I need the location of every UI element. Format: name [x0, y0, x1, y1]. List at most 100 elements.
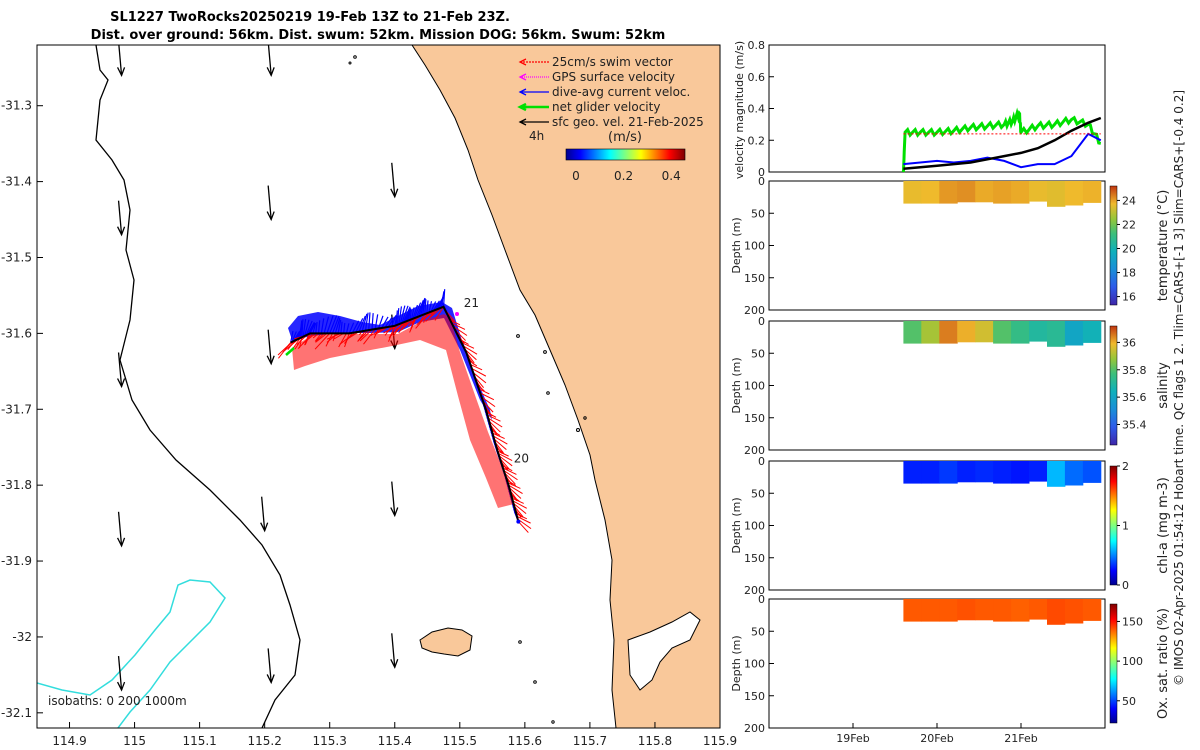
depth-tick-label: 200 — [744, 444, 765, 457]
swim-vector — [488, 420, 501, 433]
section-cell — [957, 599, 976, 621]
velocity-y-tick-label: 0.8 — [748, 39, 766, 52]
depth-tick-label: 0 — [758, 593, 765, 606]
colorbar-tick-label: 1 — [1122, 520, 1129, 533]
colorbar-tick-label: 150 — [1122, 615, 1143, 628]
depth-ylabel: Depth (m) — [730, 497, 743, 553]
day-labels: 21 20 — [464, 296, 529, 466]
velocity-panel: 0 0.2 0.4 0.6 0.8 velocity magnitude (m/s) — [733, 39, 1106, 179]
colorbar-tick-label: 50 — [1122, 695, 1136, 708]
section-cell — [1047, 181, 1066, 207]
swim-vector — [480, 392, 495, 401]
geo-velocity-arrow — [116, 352, 126, 389]
swim-vector — [462, 345, 478, 355]
map-y-tick-label: -31.9 — [1, 554, 32, 568]
section-cell — [957, 321, 976, 343]
time-tick-label: 21Feb — [1004, 732, 1037, 745]
depth-tick-label: 50 — [751, 207, 765, 220]
swim-vector — [513, 502, 527, 515]
section-cell — [975, 461, 994, 483]
depth-tick-label: 50 — [751, 347, 765, 360]
swim-vector — [487, 414, 501, 422]
map-x-tick-label: 115.6 — [508, 734, 542, 748]
geo-velocity-arrow — [390, 633, 399, 669]
section-cell — [921, 181, 940, 204]
legend-item: net glider velocity — [517, 100, 660, 114]
section-cell — [1082, 461, 1102, 483]
swim-vector — [498, 455, 513, 467]
swim-vector — [508, 484, 523, 494]
depth-tick-label: 200 — [744, 722, 765, 735]
section-cell — [1064, 599, 1084, 624]
section-cell — [1011, 461, 1030, 484]
section-cell — [1082, 181, 1102, 203]
swim-vector — [498, 453, 513, 462]
swim-vector — [488, 417, 503, 428]
swim-vector — [398, 320, 408, 334]
colorbar-tick-label: 36 — [1122, 336, 1136, 349]
section-cell — [1047, 321, 1066, 347]
section-cell — [1082, 599, 1102, 621]
map-x-axis: 114.9 115 115.1 115.2 115.3 115.4 115.5 115.6 11… — [52, 722, 737, 748]
depth-tick-label: 0 — [758, 315, 765, 328]
map-y-tick-label: -31.6 — [1, 326, 32, 340]
geo-velocity-arrow — [390, 162, 399, 199]
land-area — [411, 45, 720, 728]
map-y-tick-label: -31.3 — [1, 99, 32, 113]
colorbar-tick-label: 35.4 — [1122, 418, 1147, 431]
swim-band — [292, 314, 514, 508]
colorbar-label: Ox. sat. ratio (%) — [1156, 608, 1171, 719]
section-panel-3: 0 50 100 150 200 Depth (m) 50 100 150 Ox. sat. ra… — [730, 593, 1171, 735]
depth-tick-label: 100 — [744, 240, 765, 253]
colorbar-tick-label: 0 — [1122, 579, 1129, 592]
velocity-y-tick-label: 0.6 — [748, 71, 766, 84]
colorbar-tick-label: 22 — [1122, 218, 1136, 231]
swim-vector — [481, 396, 496, 408]
swim-vector — [517, 521, 529, 533]
colorbar-tick-label: 35.8 — [1122, 364, 1147, 377]
section-cell — [975, 599, 994, 621]
map-x-tick-label: 115.4 — [378, 734, 412, 748]
legend-item: GPS surface velocity — [518, 70, 675, 84]
depth-tick-label: 100 — [744, 380, 765, 393]
section-cell — [903, 181, 922, 204]
map-x-tick-label: 115.9 — [703, 734, 737, 748]
geo-velocity-arrow — [116, 511, 126, 548]
legend-item: sfc geo. vel. 21-Feb-2025 — [518, 115, 704, 129]
legend-arrowhead — [518, 118, 527, 126]
depth-tick-label: 0 — [758, 175, 765, 188]
geo-vectors — [116, 45, 399, 692]
legend-arrowhead — [517, 102, 527, 112]
map-y-tick-label: -31.7 — [1, 402, 32, 416]
colorbar-label: temperature (°C) — [1156, 190, 1171, 302]
geo-velocity-arrow — [116, 45, 126, 77]
reef-dots — [348, 55, 587, 724]
depth-tick-label: 200 — [744, 584, 765, 597]
depth-tick-label: 50 — [751, 625, 765, 638]
section-cell — [975, 321, 994, 343]
map-y-axis: -31.3 -31.4 -31.5 -31.6 -31.7 -31.8 -31.9 -32 -3… — [1, 99, 43, 720]
map-panel: 114.9 115 115.1 115.2 115.3 115.4 115.5 115.6 11… — [1, 44, 737, 748]
legend-arrowhead — [518, 58, 527, 66]
geo-velocity-arrow — [266, 185, 275, 222]
section-colorbar — [1109, 325, 1118, 446]
map-y-tick-label: -32 — [12, 630, 32, 644]
section-cell — [993, 181, 1012, 204]
section-cell — [957, 461, 976, 483]
geo-velocity-arrow — [390, 481, 399, 518]
swim-vector — [278, 342, 292, 359]
map-x-tick-label: 114.9 — [52, 734, 86, 748]
glider-track-layer — [277, 289, 532, 533]
velocity-ylabel: velocity magnitude (m/s) — [733, 41, 746, 179]
swim-vector — [470, 364, 483, 371]
legend-item: dive-avg current veloc. — [518, 85, 690, 99]
swim-vector — [493, 438, 507, 450]
swim-vector — [478, 388, 490, 395]
depth-tick-label: 200 — [744, 304, 765, 317]
colorbar-tick-label: 0 — [572, 169, 580, 183]
colorbar-tick-label: 35.6 — [1122, 391, 1147, 404]
map-x-tick-label: 115.1 — [182, 734, 216, 748]
swim-vector — [482, 400, 494, 413]
geo-velocity-arrow — [266, 45, 275, 77]
